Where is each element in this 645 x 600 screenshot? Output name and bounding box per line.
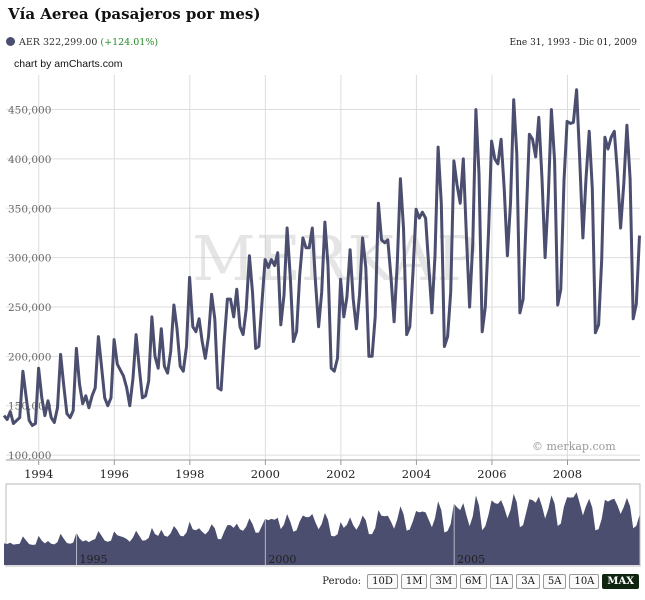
period-label: Perodo:: [322, 576, 362, 587]
navigator-year-label: 2000: [268, 553, 296, 566]
navigator-year-label: 2005: [457, 553, 485, 566]
y-tick-label: 200,000: [8, 351, 51, 363]
x-tick-label: 2000: [251, 467, 280, 481]
y-tick-label: 300,000: [8, 253, 51, 265]
series-line-aer: [2, 88, 641, 427]
legend-change: (+124.01%): [100, 37, 159, 48]
page-title: Vía Aerea (pasajeros por mes): [8, 5, 261, 23]
series-dot-icon: [6, 37, 15, 46]
x-tick-label: 1998: [175, 467, 204, 481]
date-range: Ene 31, 1993 - Dic 01, 2009: [509, 38, 637, 48]
navigator-area: [4, 492, 640, 565]
period-button-3m[interactable]: 3M: [430, 574, 458, 589]
period-button-5a[interactable]: 5A: [542, 574, 567, 589]
period-button-1m[interactable]: 1M: [400, 574, 428, 589]
y-tick-label: 400,000: [8, 154, 51, 166]
series-legend: AER 322,299.00 (+124.01%): [6, 37, 158, 48]
period-button-max[interactable]: MAX: [602, 574, 639, 589]
period-selector: Perodo: 10D 1M 3M 6M 1A 3A 5A 10A MAX: [322, 574, 639, 589]
legend-value: 322,299.00: [42, 37, 98, 48]
chart-credit-link[interactable]: chart by amCharts.com: [14, 58, 123, 70]
x-tick-label: 2004: [402, 467, 431, 481]
period-button-10a[interactable]: 10A: [569, 574, 600, 589]
copyright-text: © merkap.com: [532, 440, 616, 453]
period-button-1a[interactable]: 1A: [489, 574, 514, 589]
x-tick-label: 2008: [553, 467, 582, 481]
x-tick-label: 1994: [24, 467, 53, 481]
period-button-10d[interactable]: 10D: [367, 574, 398, 589]
x-tick-label: 2006: [477, 467, 506, 481]
y-tick-label: 100,000: [8, 450, 51, 462]
x-tick-label: 2002: [326, 467, 355, 481]
period-button-6m[interactable]: 6M: [460, 574, 487, 589]
y-tick-label: 450,000: [8, 105, 51, 117]
navigator-panel[interactable]: 1995 2000 2005: [4, 483, 641, 567]
x-tick-label: 1996: [100, 467, 129, 481]
y-tick-label: 250,000: [8, 302, 51, 314]
navigator-year-label: 1995: [80, 553, 108, 566]
legend-symbol: AER: [19, 37, 40, 48]
period-button-3a[interactable]: 3A: [516, 574, 540, 589]
y-tick-label: 350,000: [8, 203, 51, 215]
